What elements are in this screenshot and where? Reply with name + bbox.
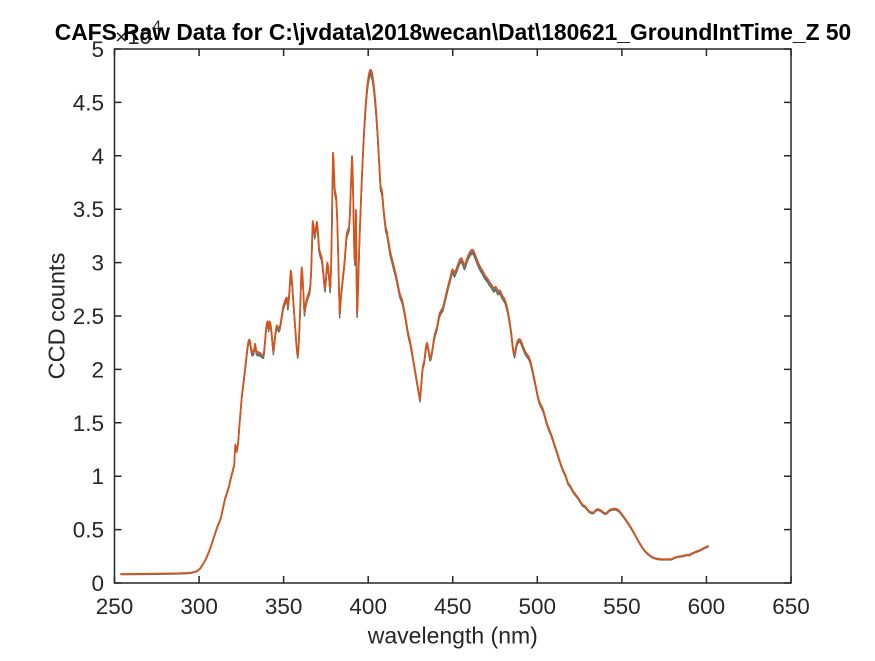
svg-text:2.5: 2.5 [73, 304, 104, 329]
svg-text:×10: ×10 [115, 25, 152, 49]
svg-text:0: 0 [91, 571, 104, 596]
svg-text:350: 350 [265, 594, 303, 619]
svg-text:1: 1 [91, 464, 104, 489]
svg-text:3.5: 3.5 [73, 197, 104, 222]
svg-text:1.5: 1.5 [73, 411, 104, 436]
svg-text:4: 4 [153, 19, 162, 36]
svg-text:600: 600 [688, 594, 726, 619]
svg-text:CAFS Raw Data for C:\jvdata\20: CAFS Raw Data for C:\jvdata\2018wecan\Da… [55, 19, 851, 45]
svg-text:5: 5 [91, 37, 104, 62]
svg-text:wavelength (nm): wavelength (nm) [367, 623, 538, 649]
svg-text:2: 2 [91, 357, 104, 382]
svg-text:500: 500 [519, 594, 557, 619]
svg-text:4.5: 4.5 [73, 90, 104, 115]
svg-text:400: 400 [349, 594, 387, 619]
svg-text:450: 450 [434, 594, 472, 619]
svg-text:CCD counts: CCD counts [44, 253, 70, 380]
svg-text:650: 650 [772, 594, 810, 619]
svg-text:3: 3 [91, 251, 104, 276]
svg-text:4: 4 [91, 144, 104, 169]
svg-text:550: 550 [603, 594, 641, 619]
svg-text:250: 250 [96, 594, 134, 619]
svg-text:0.5: 0.5 [73, 518, 104, 543]
svg-text:300: 300 [180, 594, 218, 619]
